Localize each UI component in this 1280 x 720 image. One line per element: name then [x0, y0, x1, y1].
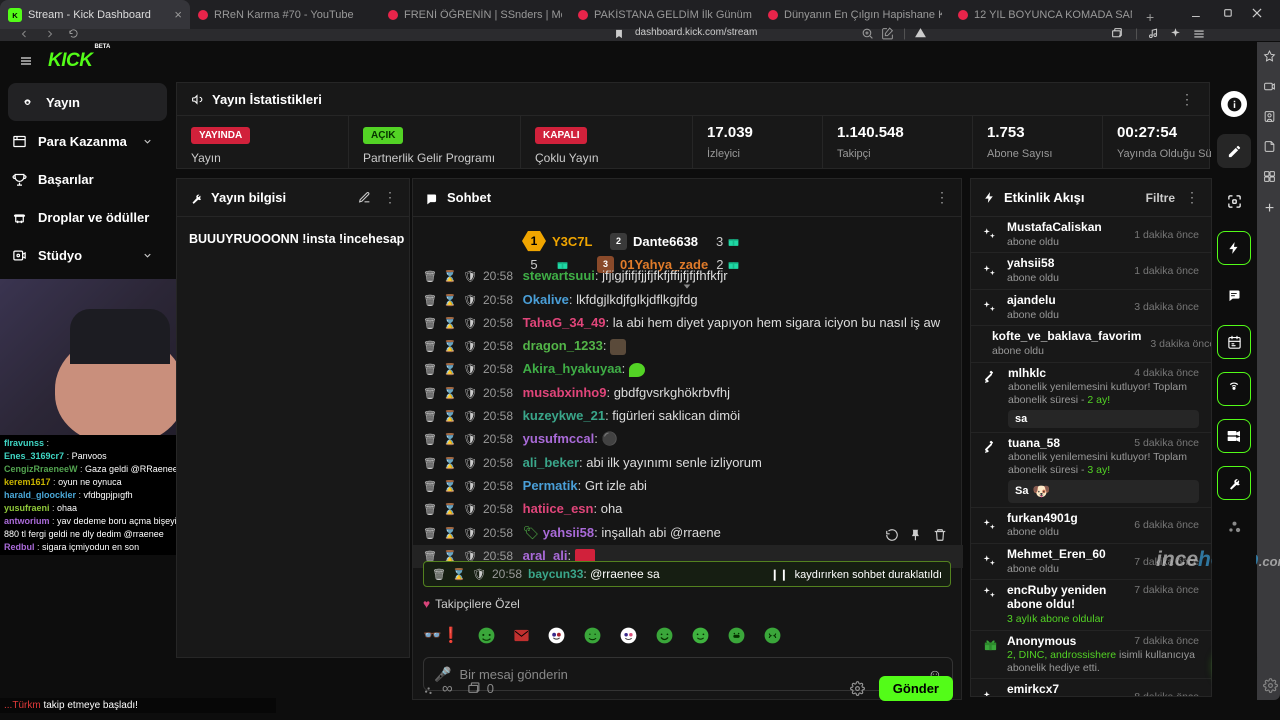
svg-text:K: K: [12, 10, 18, 19]
